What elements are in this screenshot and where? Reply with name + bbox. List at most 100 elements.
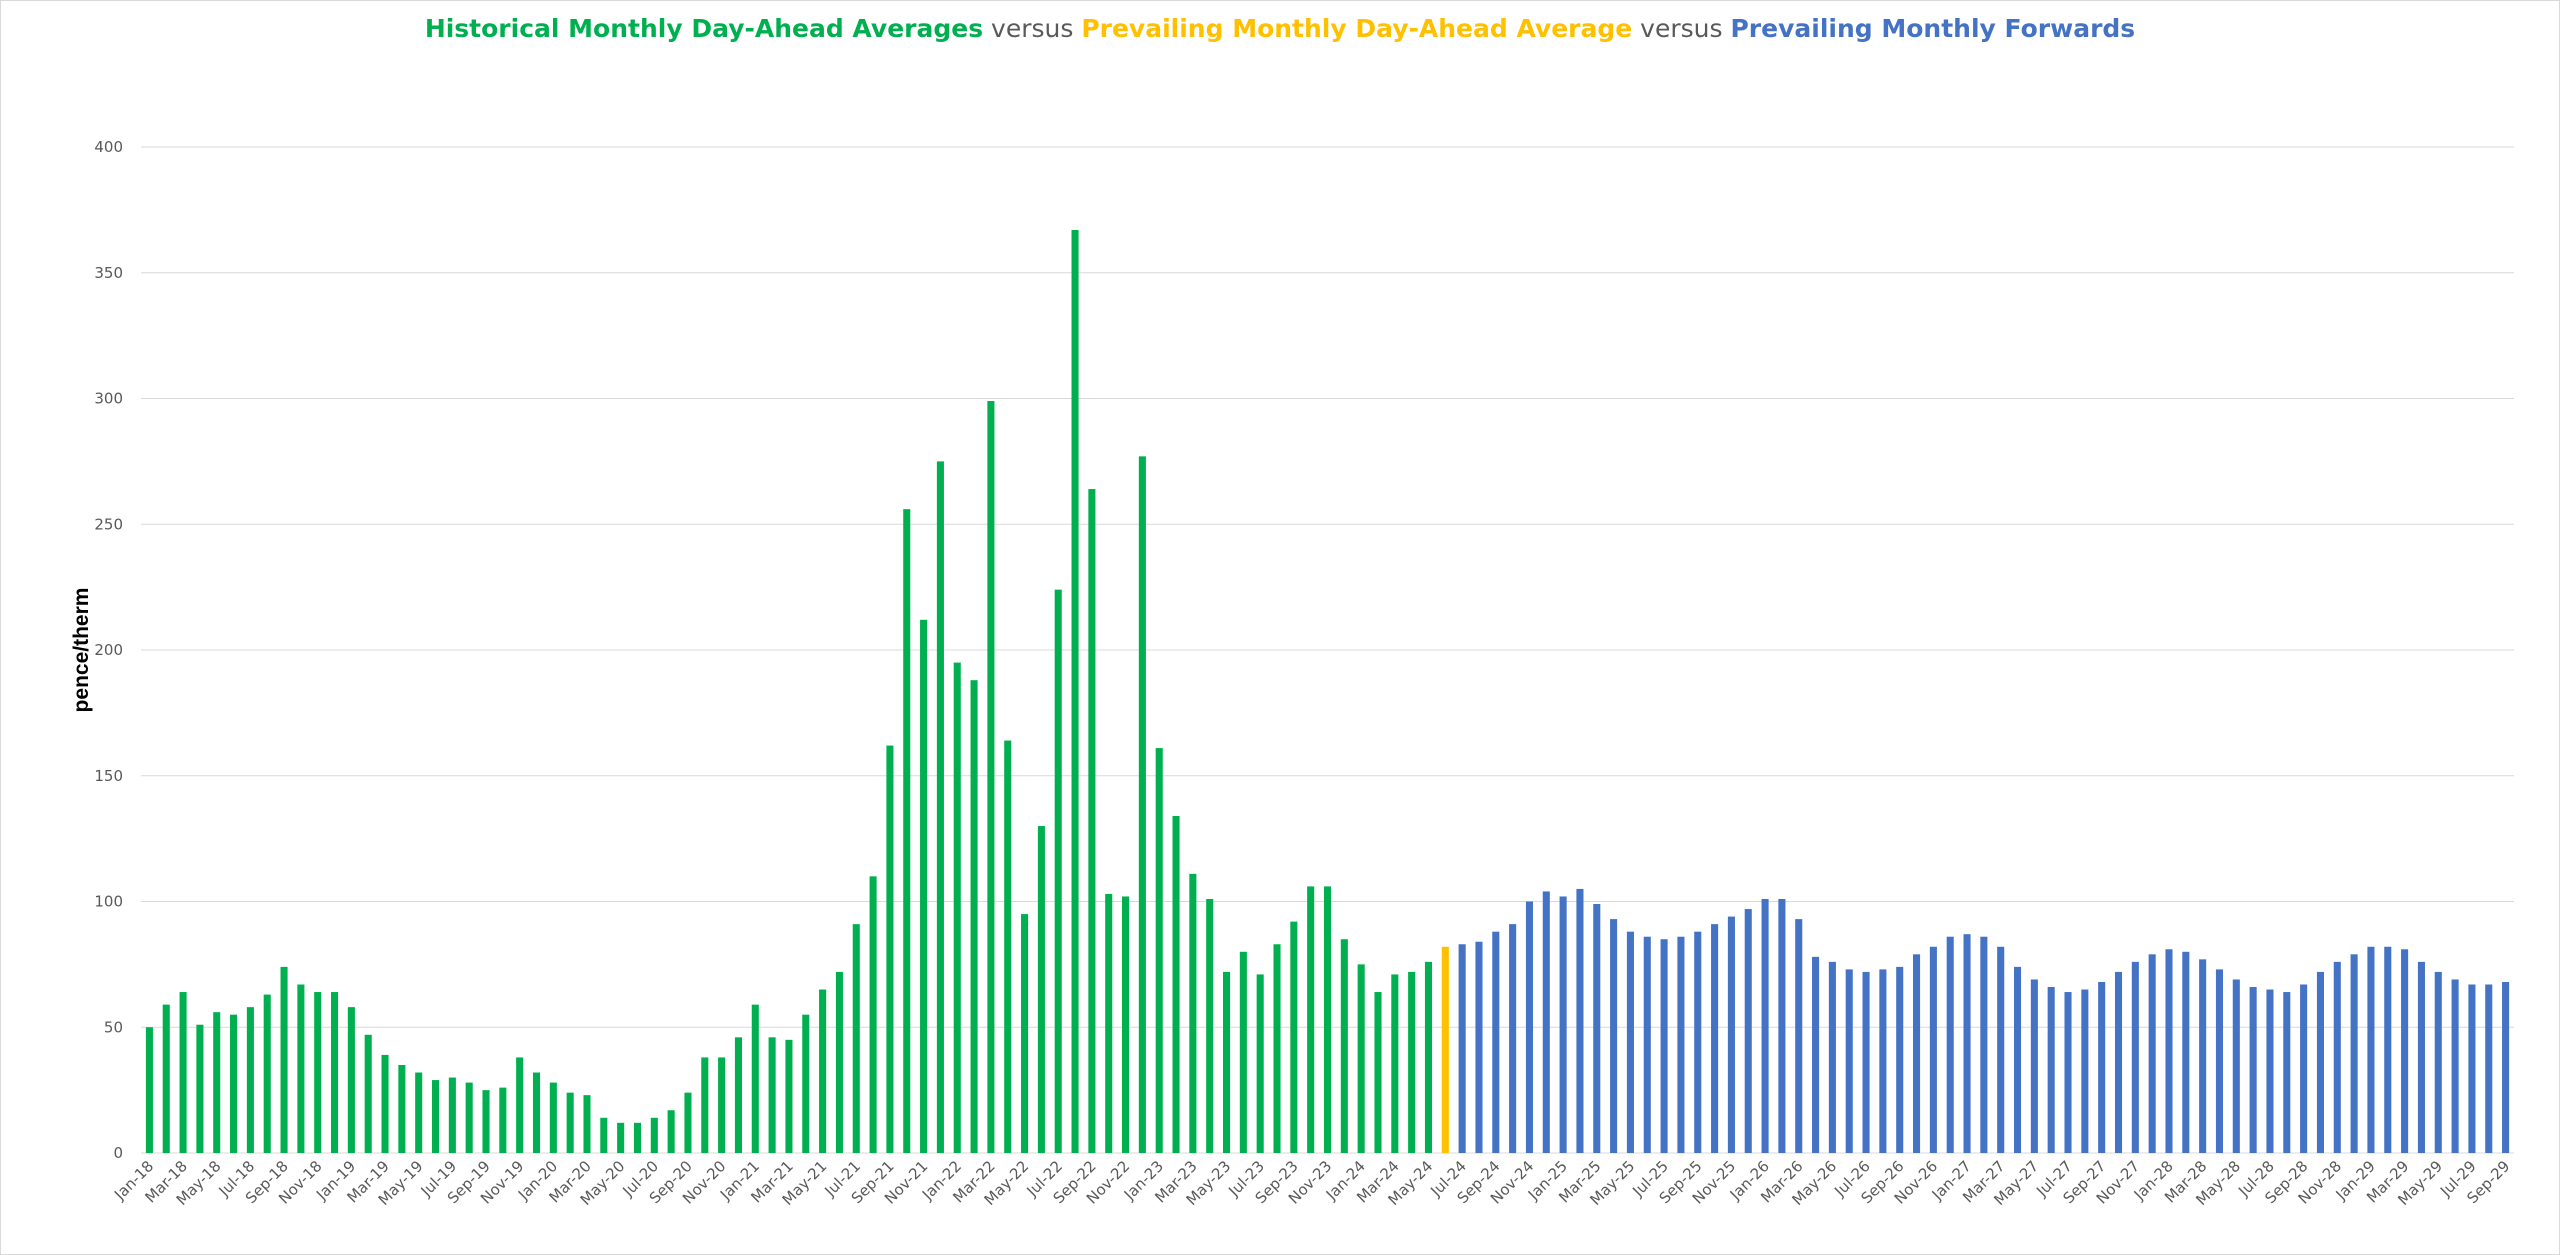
bar-historical-may-21: [819, 989, 827, 1153]
bar-forwards-sep-27: [2098, 981, 2106, 1153]
bar-historical-oct-20: [701, 1057, 709, 1153]
title-historical: Historical Monthly Day-Ahead Averages: [424, 14, 984, 43]
bar-historical-oct-19: [499, 1087, 507, 1153]
bar-forwards-dec-24: [1542, 891, 1550, 1153]
bar-historical-apr-18: [196, 1024, 204, 1153]
bar-forwards-sep-26: [1896, 966, 1904, 1153]
bar-historical-jun-20: [633, 1122, 642, 1153]
bar-historical-jan-19: [347, 1007, 355, 1153]
bar-historical-apr-21: [802, 1014, 810, 1153]
bar-forwards-jun-28: [2249, 987, 2257, 1153]
bar-forwards-jun-26: [1845, 969, 1853, 1153]
bar-historical-feb-19: [364, 1034, 372, 1153]
bar-historical-sep-21: [886, 745, 894, 1153]
bar-forwards-jul-24: [1458, 944, 1466, 1153]
bar-forwards-may-26: [1828, 961, 1836, 1153]
bar-historical-jan-23: [1155, 748, 1163, 1153]
bar-forwards-aug-29: [2485, 984, 2493, 1153]
bar-historical-jul-22: [1054, 589, 1062, 1153]
y-tick-label: 300: [94, 390, 123, 408]
y-tick-label: 250: [94, 515, 123, 533]
y-tick-label: 100: [94, 893, 123, 911]
bar-historical-feb-24: [1374, 992, 1382, 1153]
chart-title: Historical Monthly Day-Ahead Averages ve…: [0, 14, 2560, 43]
bar-historical-dec-20: [734, 1037, 742, 1153]
bar-forwards-oct-24: [1509, 924, 1517, 1153]
bar-historical-nov-19: [516, 1057, 524, 1153]
y-axis-label: pence/therm: [70, 588, 93, 713]
bar-historical-feb-22: [970, 680, 978, 1153]
bar-historical-nov-20: [718, 1057, 726, 1153]
bar-prevailing-jun-24: [1441, 946, 1449, 1153]
bar-forwards-aug-26: [1879, 969, 1887, 1153]
bar-historical-may-23: [1222, 971, 1231, 1153]
bar-forwards-dec-26: [1946, 936, 1954, 1153]
bar-historical-oct-21: [903, 509, 911, 1153]
bar-forwards-mar-26: [1795, 919, 1803, 1153]
bar-forwards-sep-24: [1492, 931, 1500, 1153]
bar-historical-jan-18: [145, 1027, 153, 1153]
bar-historical-nov-18: [314, 992, 322, 1153]
bar-forwards-feb-28: [2182, 951, 2190, 1153]
bar-historical-sep-18: [280, 966, 288, 1153]
bar-historical-jun-18: [230, 1014, 238, 1153]
title-prevailing: Prevailing Monthly Day-Ahead Average: [1081, 14, 1633, 43]
bar-historical-apr-24: [1408, 971, 1416, 1153]
bar-historical-oct-18: [297, 984, 305, 1153]
bar-historical-sep-22: [1088, 489, 1096, 1153]
bar-forwards-jul-25: [1660, 939, 1668, 1153]
bar-forwards-dec-25: [1744, 909, 1752, 1153]
bar-forwards-aug-28: [2283, 992, 2291, 1153]
bar-forwards-aug-25: [1677, 936, 1685, 1153]
bar-historical-mar-23: [1189, 873, 1197, 1153]
bar-historical-sep-20: [684, 1092, 692, 1153]
bar-historical-aug-21: [869, 876, 877, 1153]
bar-forwards-may-25: [1626, 931, 1634, 1153]
bar-forwards-feb-29: [2384, 946, 2392, 1153]
bar-historical-may-22: [1021, 914, 1029, 1153]
bar-historical-mar-22: [987, 401, 995, 1153]
bar-historical-feb-18: [162, 1004, 170, 1153]
bar-historical-aug-20: [667, 1110, 675, 1153]
bar-forwards-feb-27: [1980, 936, 1988, 1153]
bar-forwards-feb-25: [1576, 888, 1584, 1153]
bar-forwards-apr-27: [2013, 966, 2022, 1153]
bar-historical-jul-18: [246, 1007, 254, 1153]
bar-forwards-jan-28: [2165, 949, 2173, 1153]
bar-historical-jan-21: [751, 1004, 759, 1153]
bar-historical-aug-23: [1273, 944, 1281, 1153]
bar-forwards-mar-25: [1593, 904, 1601, 1153]
bar-forwards-jul-27: [2064, 992, 2072, 1153]
bar-historical-feb-20: [566, 1092, 574, 1153]
y-tick-label: 200: [94, 641, 123, 659]
bar-historical-oct-22: [1105, 893, 1113, 1153]
bar-historical-mar-20: [583, 1095, 591, 1153]
bar-historical-aug-18: [263, 994, 271, 1153]
bar-forwards-sep-28: [2300, 984, 2308, 1153]
bar-forwards-oct-26: [1913, 954, 1921, 1153]
bars: [145, 230, 2510, 1154]
bar-historical-sep-23: [1290, 921, 1298, 1153]
y-tick-label: 150: [94, 767, 123, 785]
bar-historical-jan-20: [549, 1082, 557, 1153]
bar-forwards-oct-27: [2114, 971, 2123, 1153]
bar-forwards-feb-26: [1778, 898, 1786, 1153]
bar-historical-dec-23: [1340, 939, 1348, 1153]
bar-historical-mar-24: [1391, 974, 1399, 1153]
bar-forwards-apr-25: [1610, 919, 1618, 1153]
bar-forwards-jun-29: [2451, 979, 2459, 1153]
y-axis-ticks: 0 50 100 150 200 250 300 350 400: [94, 138, 123, 1162]
bar-historical-nov-21: [920, 619, 928, 1153]
bar-historical-feb-21: [768, 1037, 776, 1153]
bar-forwards-nov-24: [1525, 901, 1533, 1153]
bar-historical-nov-23: [1323, 886, 1332, 1153]
bar-forwards-aug-27: [2081, 989, 2089, 1153]
bar-forwards-jan-25: [1559, 896, 1567, 1153]
bar-historical-mar-18: [179, 992, 187, 1153]
bar-historical-mar-21: [785, 1039, 793, 1153]
bar-forwards-nov-27: [2131, 961, 2139, 1153]
bar-historical-dec-21: [936, 461, 944, 1154]
bar-historical-feb-23: [1172, 815, 1180, 1153]
bar-forwards-dec-28: [2350, 954, 2358, 1153]
